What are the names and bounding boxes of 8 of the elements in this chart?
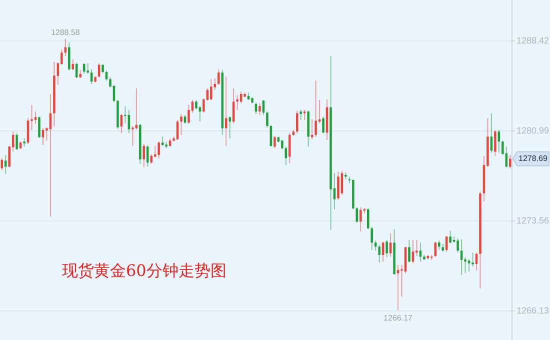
text: 1278.69 bbox=[518, 154, 548, 163]
y-tick-label: 1273.56 bbox=[516, 215, 549, 226]
y-tick-label: 1288.42 bbox=[516, 35, 549, 46]
y-tick-label: 1266.13 bbox=[516, 305, 549, 316]
annotation: 1266.17 bbox=[384, 313, 414, 322]
annotation: 1288.58 bbox=[50, 28, 80, 37]
y-tick-label: 1280.99 bbox=[516, 125, 549, 136]
text: 现货黄金60分钟走势图 bbox=[62, 261, 226, 280]
